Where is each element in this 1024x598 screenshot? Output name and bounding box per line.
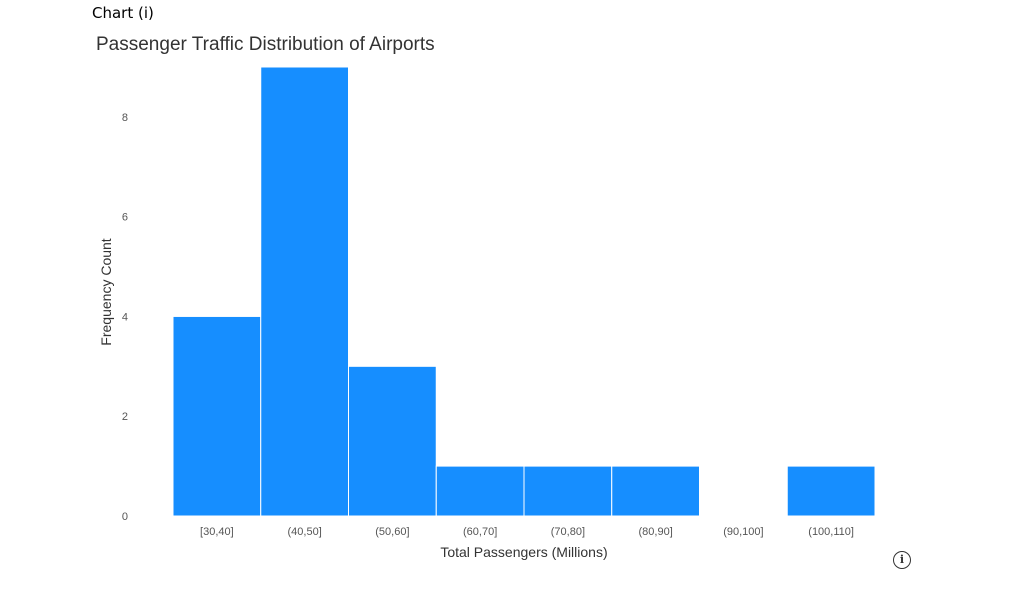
y-axis-title: Frequency Count [98, 238, 114, 346]
y-tick-label: 6 [122, 212, 128, 224]
histogram-bar [611, 465, 700, 517]
y-axis-ticks: 0 2 4 6 8 [122, 112, 128, 523]
histogram-bar [172, 315, 262, 517]
x-tick-label: (100,110] [808, 526, 854, 538]
x-tick-label: (80,90] [639, 526, 673, 538]
x-tick-label: (60,70] [463, 526, 497, 538]
x-tick-label: [30,40] [200, 526, 234, 538]
y-tick-label: 8 [122, 112, 128, 124]
y-tick-label: 2 [122, 411, 128, 423]
x-tick-label: (70,80] [551, 526, 585, 538]
histogram-bar [786, 465, 876, 517]
x-tick-label: (50,60] [375, 526, 409, 538]
x-axis-title: Total Passengers (Millions) [440, 544, 607, 560]
histogram-bar [348, 365, 437, 517]
histogram-bar [435, 465, 525, 517]
y-tick-label: 4 [122, 311, 128, 323]
y-tick-label: 0 [122, 511, 128, 523]
histogram-bar [260, 66, 349, 517]
x-axis-ticks: [30,40] (40,50] (50,60] (60,70] (70,80] (80,9… [200, 526, 854, 538]
x-tick-label: (40,50] [288, 526, 322, 538]
x-tick-label: (90,100] [723, 526, 763, 538]
info-icon[interactable]: i [893, 551, 911, 569]
chart-label: Chart (i) [92, 4, 154, 22]
bars [172, 66, 876, 517]
histogram-bar [523, 465, 613, 517]
chart-title: Passenger Traffic Distribution of Airpor… [96, 34, 435, 55]
